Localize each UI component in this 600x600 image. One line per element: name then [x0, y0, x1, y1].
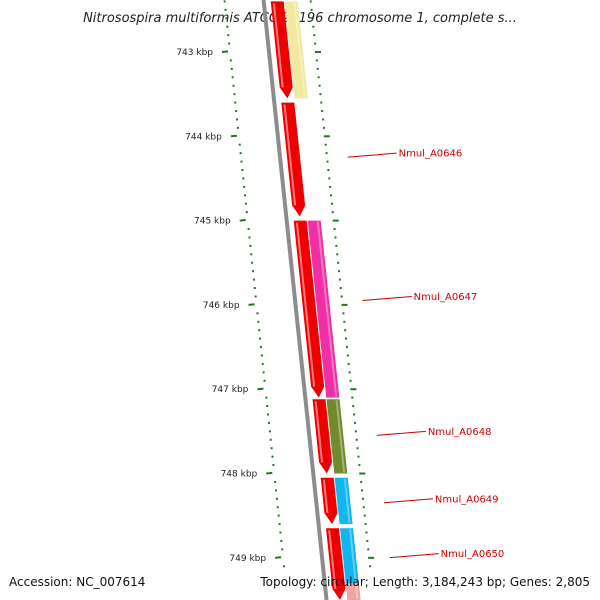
feature-block-highlight — [354, 583, 359, 600]
scale-ruler: 743 kbp 744 kbp 745 kbp 746 kbp 747 kbp 748 k… — [176, 0, 375, 568]
gene-leader-line — [362, 295, 412, 301]
backbone-line — [261, 0, 329, 600]
gene-label: Nmul_A0647 — [414, 292, 478, 303]
scale-major-tick — [221, 50, 229, 53]
scale-major-tick — [239, 219, 246, 222]
scale-tick-label: 743 kbp — [176, 48, 213, 58]
map-title: Nitrosospira multiformis ATCC 25196 chro… — [83, 11, 517, 26]
feature-track — [284, 1, 361, 600]
gene-label: Nmul_A0649 — [435, 494, 499, 505]
scale-major-tick — [275, 556, 282, 559]
chromosome-backbone — [261, 0, 329, 600]
scale-major-tick — [230, 134, 237, 138]
feature-block — [326, 399, 348, 474]
scale-tick-label: 749 kbp — [229, 554, 266, 564]
cds-arrow-highlight — [295, 222, 316, 387]
feature-block — [284, 1, 308, 99]
cds-arrow-highlight — [283, 104, 297, 206]
cds-arrow-highlight — [328, 530, 337, 590]
gene-leader-line — [347, 152, 397, 158]
feature-block-highlight — [293, 2, 306, 98]
gene-label: Nmul_A0650 — [441, 549, 505, 560]
scale-tick-label: 747 kbp — [212, 385, 249, 395]
scale-tick-label: 744 kbp — [185, 132, 222, 142]
gene-leader-line — [383, 498, 433, 504]
gene-label: Nmul_A0648 — [428, 427, 492, 438]
feature-block-highlight — [343, 478, 351, 524]
feature-block — [345, 583, 361, 600]
scale-tick-label: 746 kbp — [203, 301, 240, 311]
cds-arrow — [320, 477, 338, 525]
feature-block-highlight — [316, 221, 338, 397]
cds-arrow-highlight — [272, 3, 284, 88]
scale-tick-label: 745 kbp — [194, 217, 231, 227]
scale-major-tick — [257, 387, 264, 391]
gene-labels: Nmul_A0647 Nmul_A0648 Nmul_A0649 Nmul_A0650… — [347, 149, 505, 560]
cds-arrow-highlight — [314, 401, 324, 463]
accession-text: Accession: NC_007614 — [9, 575, 146, 589]
gene-leader-line — [389, 553, 439, 559]
gene-leader-line — [376, 430, 426, 436]
feature-block — [307, 220, 340, 398]
scale-tick-label: 748 kbp — [221, 470, 258, 480]
scale-major-tick — [266, 471, 273, 475]
scale-major-tick — [248, 303, 255, 306]
cds-arrow-highlight — [322, 479, 329, 514]
feature-block — [340, 528, 361, 600]
genome-summary-text: Topology: circular; Length: 3,184,243 bp… — [260, 575, 590, 589]
feature-block-highlight — [335, 400, 346, 473]
gene-label: Nmul_A0646 — [399, 149, 463, 160]
cds-track — [270, 1, 346, 600]
feature-block — [334, 477, 353, 525]
